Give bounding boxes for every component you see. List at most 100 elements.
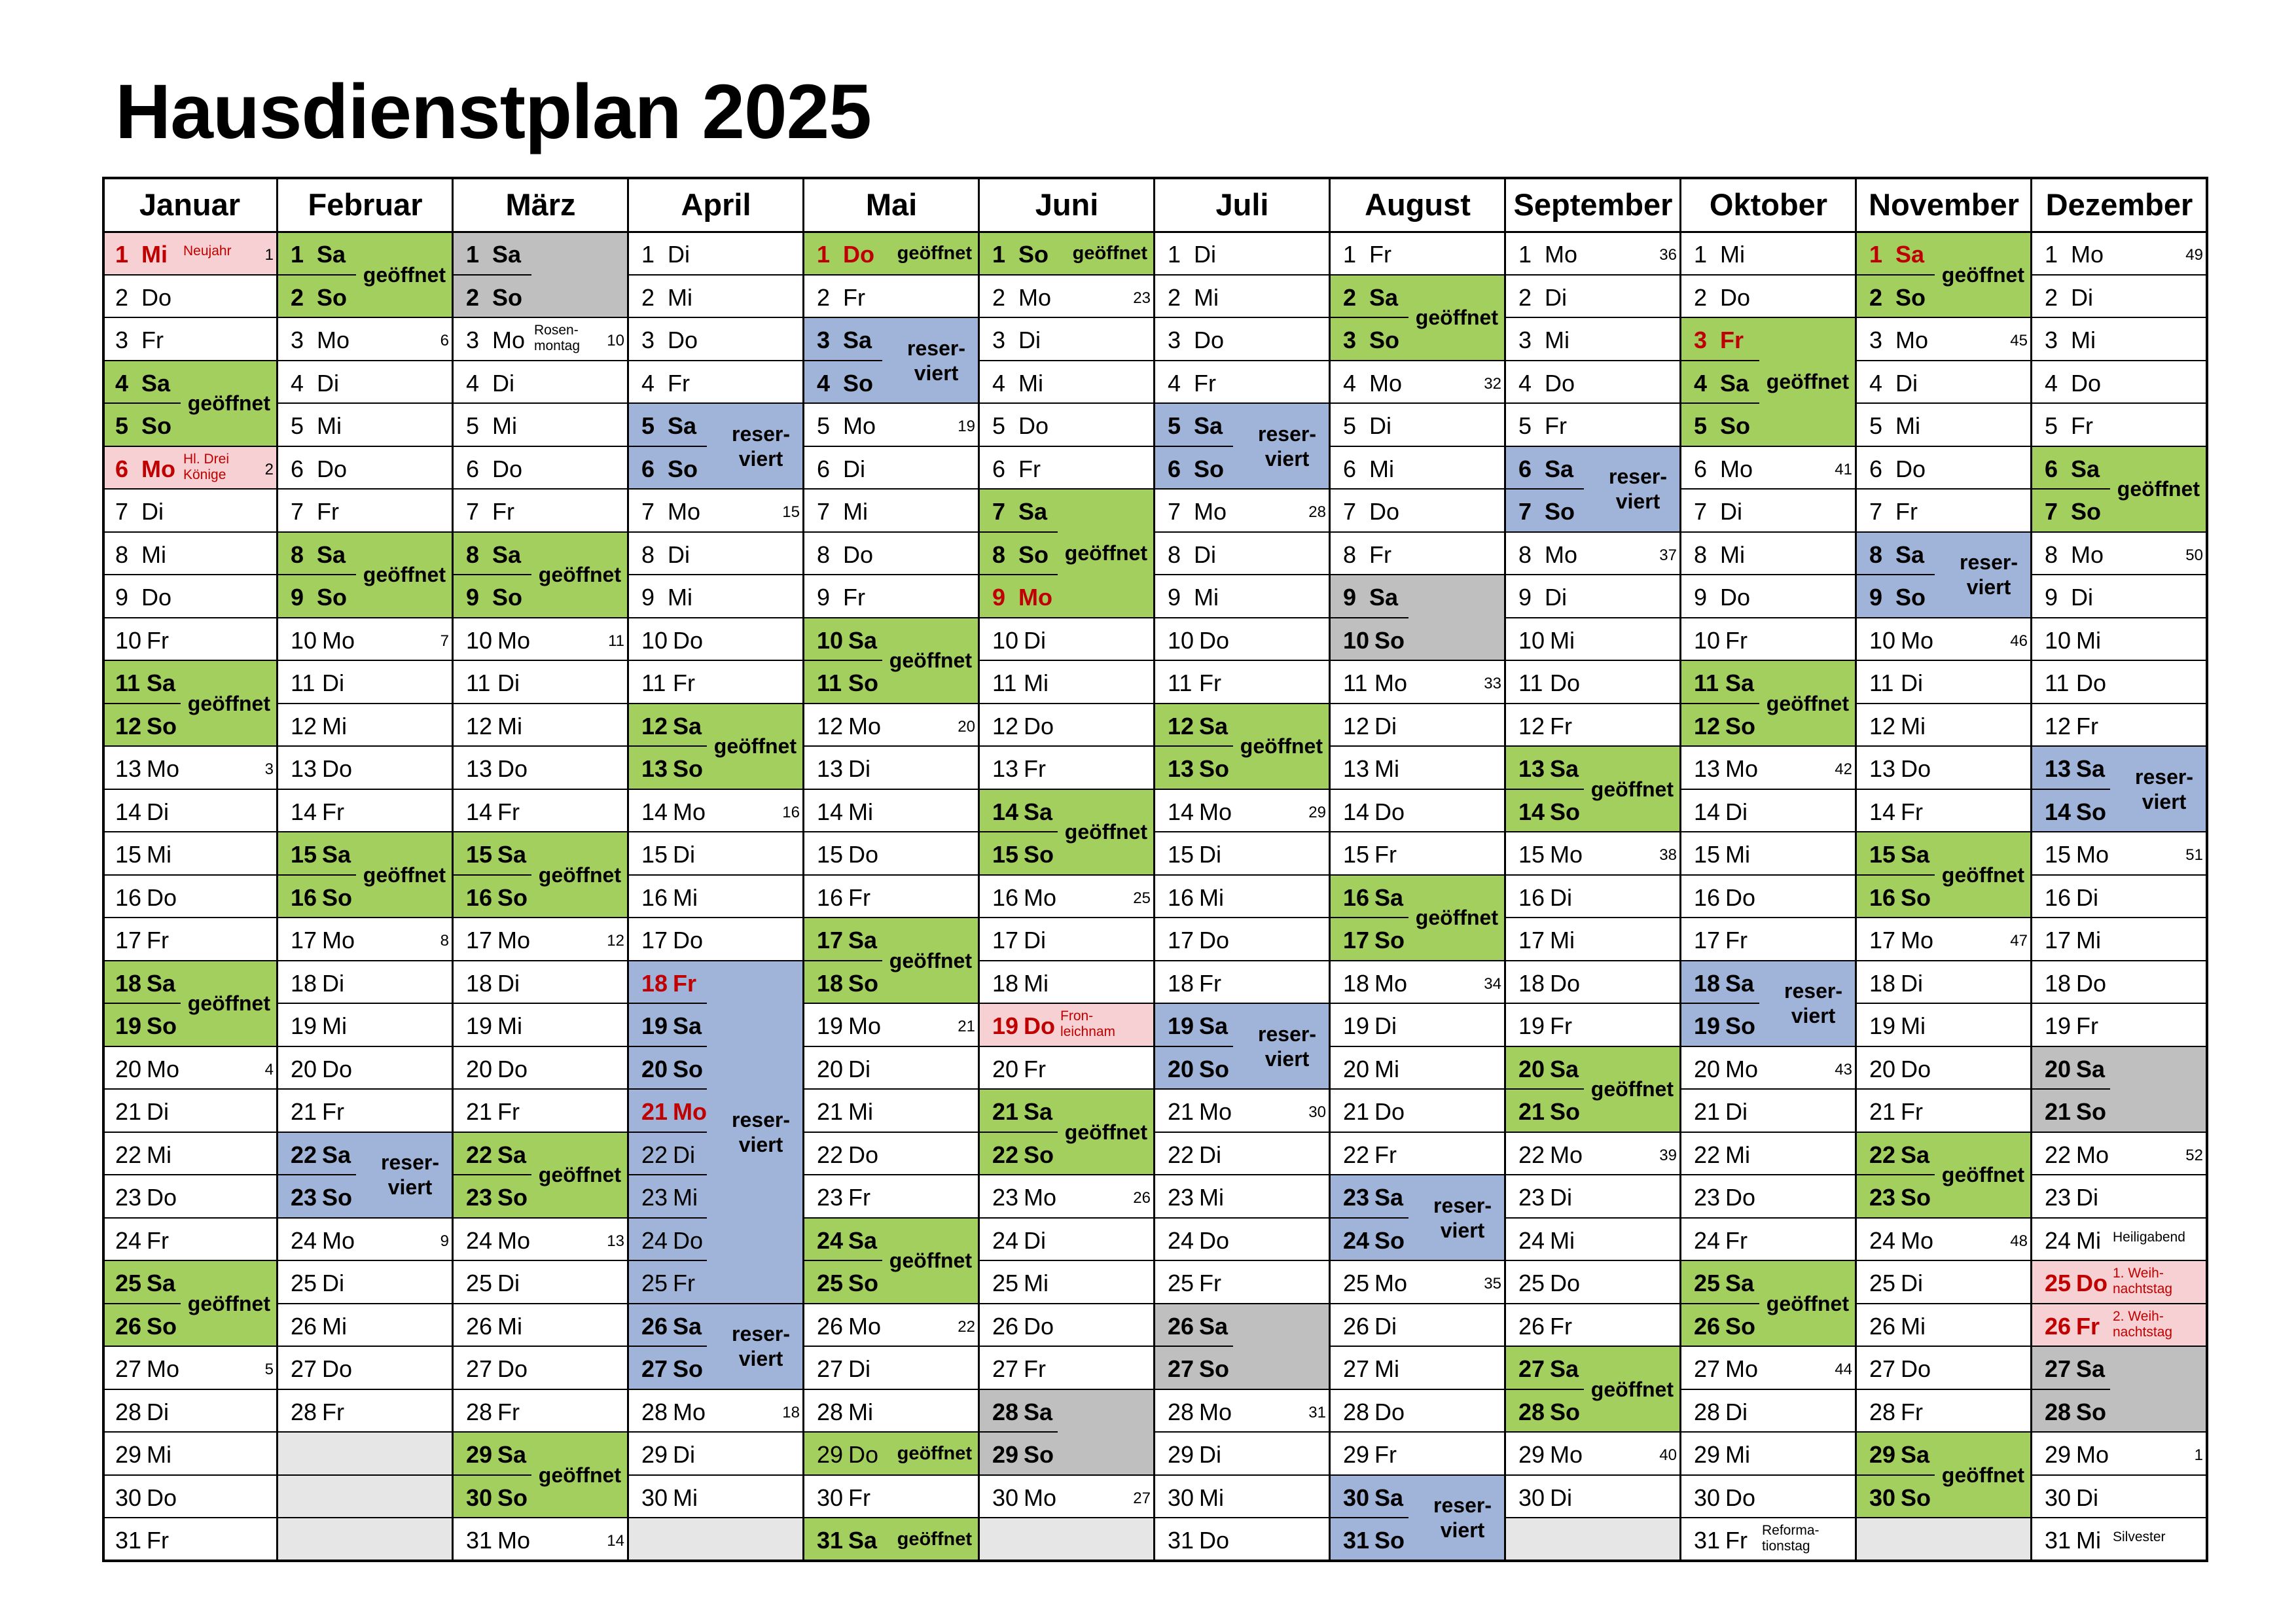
weekday: Mo — [1199, 1398, 1232, 1425]
weekday: Di — [2076, 1484, 2098, 1511]
row-line — [102, 1474, 278, 1476]
day-row: 10 Fr — [1681, 618, 1856, 661]
weekday: So — [497, 883, 528, 911]
day-note: 1. Weih-nachtstag — [2113, 1266, 2172, 1297]
day-number: 2 — [291, 283, 304, 311]
day-row: 24 Sa — [804, 1218, 979, 1261]
day-number: 1 — [1518, 241, 1532, 268]
row-line — [278, 1045, 453, 1047]
weekday: Fr — [497, 798, 520, 825]
weekday: Mi — [1369, 455, 1394, 482]
row-line — [2032, 788, 2110, 790]
day-number: 24 — [1518, 1226, 1545, 1254]
row-line — [1856, 317, 2032, 318]
weekday: Mo — [1550, 841, 1583, 868]
day-number: 28 — [1869, 1398, 1896, 1425]
day-number: 8 — [2045, 541, 2058, 568]
day-row: 5 So — [1681, 403, 1856, 446]
day-row: 7 Sa — [979, 489, 1155, 532]
weekday: Do — [843, 241, 874, 268]
row-line — [278, 616, 453, 618]
day-number: 4 — [1518, 369, 1532, 397]
block-open: geöffnet — [1857, 232, 2031, 317]
row-line — [1505, 745, 1681, 747]
day-number: 29 — [466, 1441, 493, 1468]
row-line — [804, 231, 979, 233]
row-line — [1505, 274, 1681, 276]
day-row: 26 Mi — [278, 1304, 453, 1347]
day-number: 29 — [817, 1441, 844, 1468]
day-number: 11 — [466, 669, 491, 696]
weekday: Do — [1018, 412, 1049, 439]
row-line — [628, 831, 804, 832]
day-row: 22 Di — [1155, 1132, 1330, 1175]
day-number: 3 — [1518, 327, 1532, 353]
month-header: Mai — [865, 187, 918, 222]
row-line — [278, 1131, 453, 1133]
day-note-line: tionstag — [1762, 1539, 1810, 1554]
day-number: 21 — [2045, 1098, 2072, 1125]
row-line — [278, 745, 453, 747]
day-number: 1 — [817, 241, 831, 268]
row-line — [1681, 1003, 1759, 1004]
reserved-label: reser-viert — [1258, 1022, 1323, 1071]
weekday: Sa — [1725, 969, 1755, 997]
row-line — [1505, 788, 1584, 790]
weekday: Do — [317, 455, 348, 482]
weekday: Sa — [322, 841, 351, 868]
row-line — [2032, 231, 2207, 233]
day-row: 30 Sa — [1330, 1475, 1505, 1518]
day-row: 29 Sa — [1856, 1432, 2032, 1475]
row-line — [979, 1174, 1155, 1175]
day-row: 19 Di — [1330, 1003, 1505, 1046]
row-line — [102, 660, 278, 661]
week-number: 48 — [2010, 1232, 2028, 1250]
weekday: Mi — [848, 798, 873, 825]
day-row: 30 Di — [1505, 1475, 1681, 1518]
day-row: 6 Do — [278, 446, 453, 490]
weekday: Fr — [1369, 241, 1391, 268]
weekday: Sa — [1024, 1398, 1053, 1425]
day-number: 30 — [466, 1484, 493, 1511]
weekday: Sa — [2076, 755, 2106, 782]
weekday: Di — [673, 1441, 695, 1468]
weekday: Mo — [1901, 1226, 1934, 1254]
row-line — [102, 616, 278, 618]
day-number: 15 — [291, 841, 317, 868]
row-line — [1155, 616, 1330, 618]
day-row: 15 Sa — [1856, 832, 2032, 875]
day-number: 13 — [641, 755, 668, 782]
weekday: Mo — [497, 1226, 531, 1254]
day-number: 17 — [641, 927, 668, 954]
day-number: 23 — [641, 1184, 668, 1211]
grid-line — [2206, 177, 2208, 1562]
open-label: geöffnet — [2117, 477, 2200, 501]
row-line — [278, 874, 356, 876]
day-number: 2 — [1869, 283, 1883, 311]
empty-cell — [629, 1518, 803, 1561]
empty-cell — [980, 1518, 1154, 1561]
block-open: geöffnet — [980, 489, 1154, 618]
day-number: 10 — [992, 626, 1019, 654]
reserved-label-line1: reser- — [1609, 465, 1667, 488]
day-row: 6 So — [628, 446, 804, 490]
day-row: 11 So — [804, 660, 979, 704]
day-number: 3 — [1168, 327, 1181, 353]
reserved-label-line1: reser- — [907, 336, 965, 360]
day-number: 14 — [115, 798, 142, 825]
day-row: 19 Sa — [1155, 1003, 1330, 1046]
open-label: geöffnet — [187, 991, 270, 1015]
row-line — [1330, 1260, 1505, 1261]
row-line — [1856, 831, 2032, 832]
day-row: 4 Sa — [102, 361, 278, 404]
row-line — [1856, 788, 2032, 790]
weekday: Fr — [492, 498, 514, 525]
weekday: Mi — [1725, 1141, 1750, 1168]
row-line — [1155, 402, 1330, 404]
day-row: 29 Do — [804, 1432, 979, 1475]
weekday: Di — [848, 1355, 870, 1382]
day-row: 3 Sa — [804, 317, 979, 361]
row-line — [102, 317, 278, 318]
day-number: 25 — [1518, 1270, 1545, 1296]
day-number: 29 — [115, 1441, 142, 1468]
